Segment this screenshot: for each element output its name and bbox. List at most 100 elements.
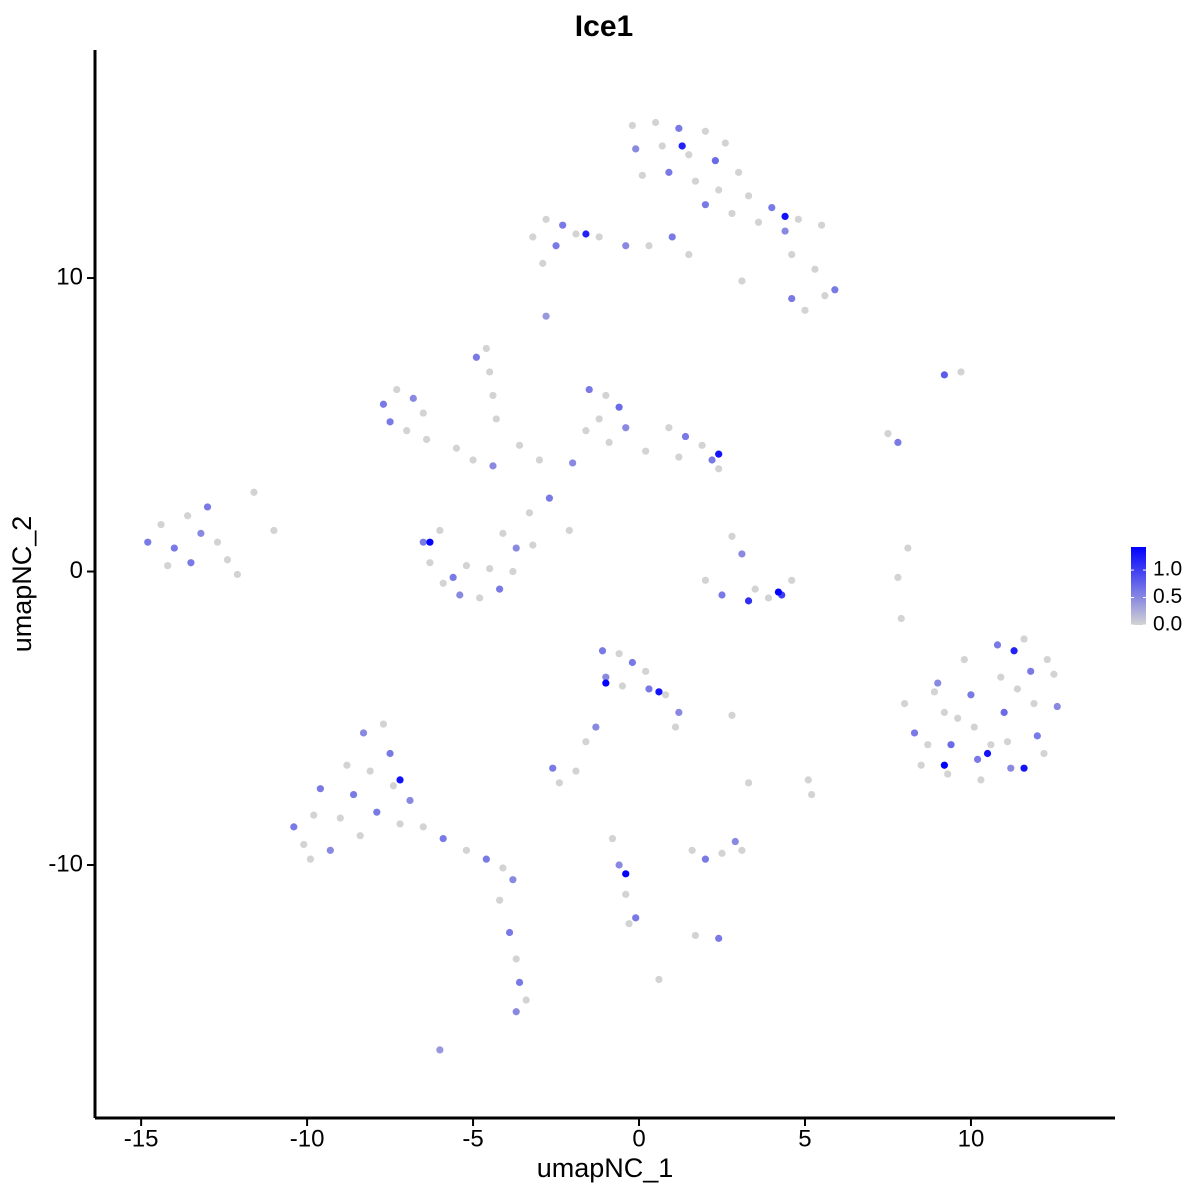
point xyxy=(290,823,298,831)
point xyxy=(652,118,660,127)
point xyxy=(316,785,324,793)
point xyxy=(615,861,623,869)
point xyxy=(930,688,939,696)
point xyxy=(628,658,636,667)
point xyxy=(549,764,557,772)
point xyxy=(462,846,471,854)
point xyxy=(439,579,447,587)
point xyxy=(545,494,554,502)
point xyxy=(569,459,577,467)
point xyxy=(681,432,690,441)
point xyxy=(203,503,212,511)
point xyxy=(691,931,700,940)
point xyxy=(472,353,480,361)
point xyxy=(781,227,789,235)
point xyxy=(744,597,753,605)
point xyxy=(1000,708,1008,717)
point xyxy=(701,576,710,584)
point xyxy=(977,776,985,784)
point xyxy=(658,142,666,150)
point xyxy=(379,400,388,408)
colorbar xyxy=(1131,547,1146,625)
point xyxy=(817,221,826,229)
point xyxy=(960,655,968,664)
point xyxy=(496,585,504,593)
chart-title: Ice1 xyxy=(575,10,633,43)
point xyxy=(675,708,683,717)
point xyxy=(821,292,829,300)
point xyxy=(940,708,948,717)
point xyxy=(184,512,192,520)
point xyxy=(675,124,683,132)
point xyxy=(622,890,630,898)
colorbar-label: 0.5 xyxy=(1153,585,1182,608)
point xyxy=(462,562,471,570)
point xyxy=(622,424,630,432)
point xyxy=(608,835,617,843)
point xyxy=(449,573,457,581)
point xyxy=(300,840,308,849)
point xyxy=(738,846,746,854)
point xyxy=(788,294,796,303)
point xyxy=(499,529,507,537)
point xyxy=(489,391,497,400)
point xyxy=(957,368,965,376)
point xyxy=(306,855,315,863)
point xyxy=(987,741,995,749)
point xyxy=(685,151,693,159)
point xyxy=(715,465,723,473)
point xyxy=(343,761,351,769)
point xyxy=(983,749,992,758)
point xyxy=(904,544,912,552)
point xyxy=(675,453,683,461)
point xyxy=(422,435,431,444)
point xyxy=(1003,738,1012,746)
point xyxy=(768,204,776,212)
point xyxy=(897,614,905,623)
point xyxy=(701,201,710,209)
point xyxy=(505,928,514,937)
y-tick-label: -10 xyxy=(48,850,83,877)
point xyxy=(894,573,902,581)
point xyxy=(482,855,490,863)
point xyxy=(389,782,397,790)
point xyxy=(572,767,580,775)
point xyxy=(486,368,494,376)
point xyxy=(688,846,696,854)
point xyxy=(439,835,447,843)
point xyxy=(754,218,763,226)
point xyxy=(559,221,567,229)
point xyxy=(808,790,816,799)
point xyxy=(469,456,477,464)
point xyxy=(900,699,909,708)
point xyxy=(396,776,404,784)
point xyxy=(509,567,517,576)
point xyxy=(970,723,978,731)
point xyxy=(642,667,650,675)
point xyxy=(671,723,680,731)
point xyxy=(1007,764,1015,772)
point xyxy=(884,429,892,438)
point xyxy=(655,975,663,984)
point xyxy=(940,371,948,379)
point xyxy=(738,277,746,285)
point xyxy=(632,914,640,922)
point xyxy=(645,685,653,693)
point xyxy=(366,767,374,775)
point xyxy=(393,385,401,394)
point xyxy=(486,564,494,573)
point xyxy=(622,242,630,250)
point xyxy=(1020,635,1028,643)
point xyxy=(728,532,736,540)
point xyxy=(565,526,573,535)
point xyxy=(1030,699,1038,708)
point xyxy=(525,509,534,517)
point xyxy=(993,641,1002,649)
point xyxy=(529,541,537,549)
x-tick-label: 5 xyxy=(798,1125,811,1152)
point xyxy=(764,594,773,602)
point xyxy=(668,233,676,241)
point xyxy=(426,538,434,546)
point xyxy=(1043,655,1051,664)
point xyxy=(164,562,172,570)
